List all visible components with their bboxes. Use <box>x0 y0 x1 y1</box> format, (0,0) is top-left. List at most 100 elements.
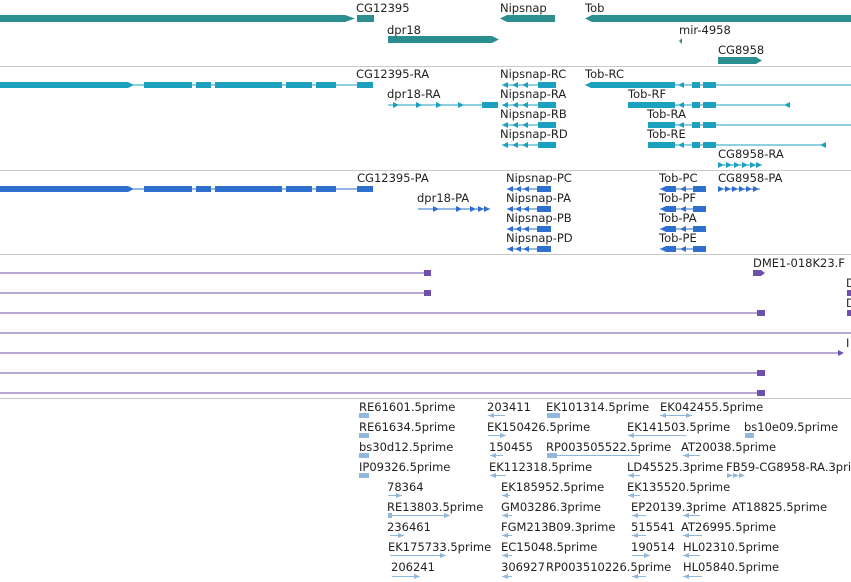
est-feature[interactable] <box>490 453 503 458</box>
protein-feature[interactable] <box>0 186 373 192</box>
est-feature[interactable] <box>683 574 702 579</box>
gene-feature-mir-4958[interactable] <box>679 38 682 44</box>
protein-feature[interactable] <box>418 206 490 212</box>
gene-feature-cg8958[interactable] <box>718 57 762 64</box>
est-feature[interactable] <box>502 533 512 538</box>
est-feature[interactable] <box>359 473 369 478</box>
est-feature[interactable] <box>628 493 640 498</box>
cdna-label: I <box>846 336 849 350</box>
est-label: FB59-CG8958-RA.3prime <box>726 460 851 474</box>
transcript-label: Tob-RE <box>646 127 686 141</box>
est-feature[interactable] <box>628 473 640 478</box>
est-feature[interactable] <box>745 433 754 438</box>
est-label: RE61634.5prime <box>359 420 455 434</box>
cdna-feature[interactable] <box>847 310 851 316</box>
est-label: AT26995.5prime <box>681 520 776 534</box>
est-label: EK185952.5prime <box>501 480 604 494</box>
transcript-feature[interactable] <box>502 142 556 148</box>
est-feature[interactable] <box>547 453 640 458</box>
est-feature[interactable] <box>628 433 686 438</box>
transcript-label: Nipsnap-RA <box>500 87 566 101</box>
est-label: bs30d12.5prime <box>359 440 453 454</box>
gene-feature-nipsnap[interactable] <box>500 15 555 22</box>
est-feature[interactable] <box>390 553 446 558</box>
cdna-feature[interactable] <box>0 290 431 296</box>
est-label: EK101314.5prime <box>546 400 649 414</box>
protein-label: Nipsnap-PC <box>506 171 572 185</box>
cdna-feature[interactable] <box>753 270 765 276</box>
gene-feature-tob[interactable] <box>585 15 851 22</box>
est-label: EK112318.5prime <box>489 460 592 474</box>
transcript-label: CG12395-RA <box>356 67 429 81</box>
est-feature[interactable] <box>388 493 402 498</box>
transcript-label: Nipsnap-RC <box>500 67 566 81</box>
est-feature[interactable] <box>660 413 692 418</box>
est-feature[interactable] <box>490 473 506 478</box>
protein-feature[interactable] <box>660 206 706 212</box>
est-feature[interactable] <box>359 413 369 418</box>
cdna-feature[interactable] <box>0 270 431 276</box>
est-label: 206241 <box>391 560 435 574</box>
est-feature[interactable] <box>502 493 510 498</box>
est-label: EK141503.5prime <box>627 420 730 434</box>
transcript-feature[interactable] <box>502 82 556 88</box>
est-label: HL05840.5prime <box>683 560 779 574</box>
est-feature[interactable] <box>488 413 505 418</box>
gene-feature-dpr18[interactable] <box>388 36 499 43</box>
est-feature[interactable] <box>727 473 745 478</box>
cdna-feature[interactable] <box>847 290 851 296</box>
cdna-feature[interactable] <box>0 370 765 376</box>
est-feature[interactable] <box>683 553 700 558</box>
protein-feature[interactable] <box>660 246 706 252</box>
transcript-feature[interactable] <box>718 162 762 168</box>
est-feature[interactable] <box>632 574 646 579</box>
est-label: 150455 <box>489 440 533 454</box>
protein-feature[interactable] <box>507 206 551 212</box>
est-feature[interactable] <box>390 533 404 538</box>
transcript-feature[interactable] <box>502 122 556 128</box>
protein-feature[interactable] <box>507 186 551 192</box>
est-feature[interactable] <box>502 574 512 579</box>
protein-label: Nipsnap-PD <box>506 231 573 245</box>
est-feature[interactable] <box>359 453 369 458</box>
transcript-feature[interactable] <box>388 102 498 108</box>
est-feature[interactable] <box>683 533 702 538</box>
transcript-label: Tob-RA <box>646 107 686 121</box>
est-feature[interactable] <box>502 513 512 518</box>
est-feature[interactable] <box>632 513 646 518</box>
est-feature[interactable] <box>632 533 646 538</box>
est-feature[interactable] <box>359 433 369 438</box>
gene-label: Nipsnap <box>500 1 547 15</box>
transcript-feature[interactable] <box>648 122 851 128</box>
est-label: IP09326.5prime <box>359 460 450 474</box>
est-feature[interactable] <box>488 433 506 438</box>
cdna-label: D <box>846 296 851 310</box>
est-feature[interactable] <box>502 553 512 558</box>
est-label: LD45525.3prime <box>627 460 723 474</box>
est-label: bs10e09.5prime <box>744 420 838 434</box>
protein-feature[interactable] <box>660 226 706 232</box>
est-feature[interactable] <box>547 413 560 418</box>
transcript-feature[interactable] <box>648 142 826 148</box>
cdna-feature[interactable] <box>0 350 844 356</box>
cdna-feature[interactable] <box>0 310 765 316</box>
est-feature[interactable] <box>683 513 700 518</box>
transcript-feature[interactable] <box>502 102 556 108</box>
est-label: RE13803.5prime <box>387 500 483 514</box>
protein-feature[interactable] <box>507 226 551 232</box>
gene-feature-cg12395[interactable] <box>0 15 374 22</box>
gene-label: mir-4958 <box>679 23 731 37</box>
est-feature[interactable] <box>632 553 650 558</box>
protein-feature[interactable] <box>507 246 551 252</box>
transcript-feature[interactable] <box>585 82 851 88</box>
transcript-label: Nipsnap-RB <box>500 107 567 121</box>
transcript-feature[interactable] <box>0 82 373 88</box>
transcript-feature[interactable] <box>628 102 790 108</box>
est-feature[interactable] <box>683 453 700 458</box>
est-feature[interactable] <box>392 574 420 579</box>
cdna-feature[interactable] <box>0 390 765 396</box>
est-feature[interactable] <box>388 513 450 518</box>
protein-feature[interactable] <box>660 186 706 192</box>
protein-feature[interactable] <box>718 186 760 192</box>
